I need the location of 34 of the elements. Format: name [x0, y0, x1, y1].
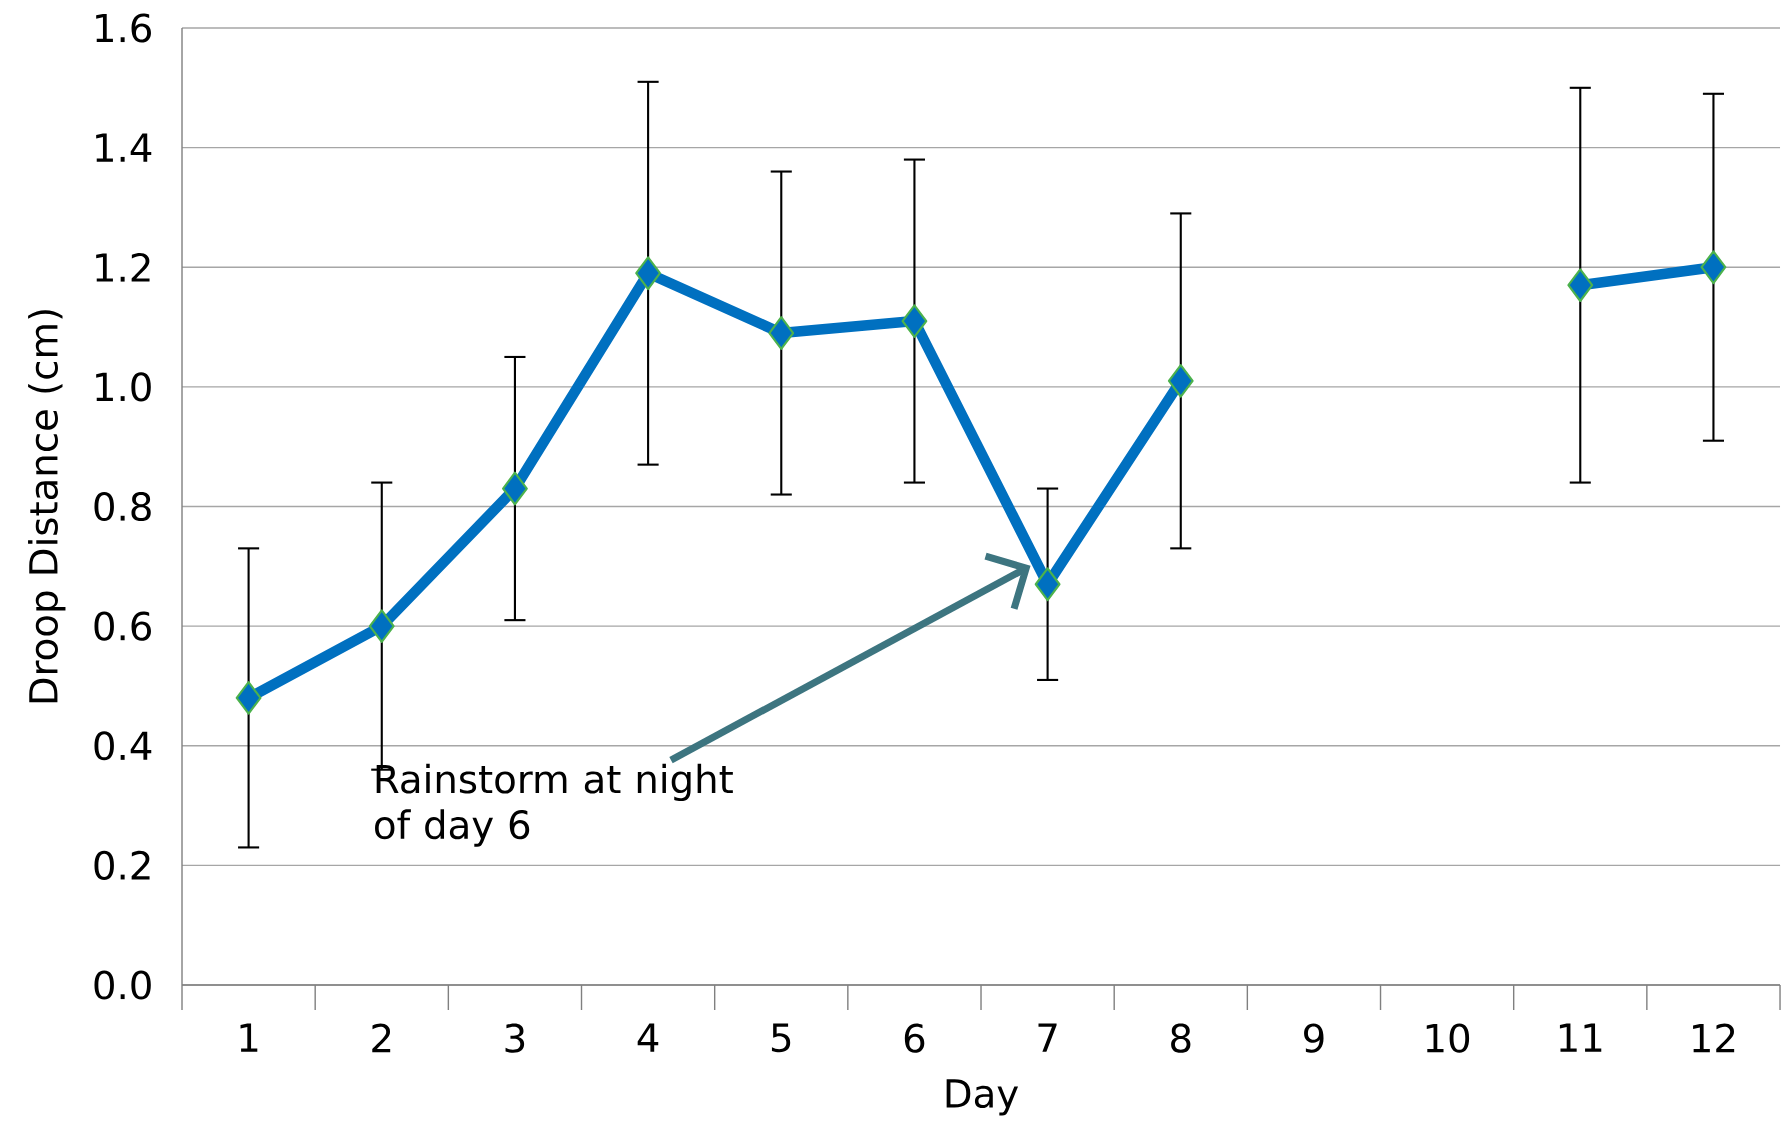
x-tick-label: 11 [1559, 1023, 1602, 1052]
point [1567, 268, 1594, 303]
point [368, 609, 395, 643]
y-tick-label: 0.2 [94, 850, 150, 880]
point [635, 256, 662, 291]
x-tick-label: 2 [372, 1023, 391, 1053]
point [901, 304, 928, 338]
annotation: Rainstorm at night of day 6 [375, 763, 733, 847]
x-axis-title: Day [946, 1079, 1019, 1116]
x-tick-label: 3 [505, 1023, 525, 1053]
y-tick-label: 1.6 [96, 13, 151, 43]
x-tick-label: 12 [1693, 1023, 1735, 1053]
x-tick-label: 10 [1426, 1023, 1470, 1053]
x-tick-label: 7 [1038, 1023, 1057, 1052]
x-tick-label: 1 [240, 1023, 258, 1052]
point [502, 471, 528, 506]
point [235, 681, 262, 715]
point [1700, 250, 1727, 285]
x-tick-label: 9 [1304, 1023, 1324, 1053]
y-axis-title: Droop Distance (cm) [28, 310, 66, 703]
y-tick-label: 1.0 [96, 372, 151, 402]
x-tick-label: 6 [904, 1023, 925, 1053]
point [768, 316, 795, 350]
y-tick-label: 1.4 [96, 133, 152, 162]
y-tick-label: 0.4 [94, 731, 152, 761]
x-tick-label: 5 [771, 1023, 791, 1053]
point [1034, 567, 1061, 602]
x-tick-label: 8 [1171, 1023, 1191, 1053]
x-tick-label: 4 [637, 1023, 659, 1052]
point [1167, 364, 1194, 398]
y-tick-label: 1.2 [96, 252, 150, 282]
y-tick-label: 0.0 [94, 970, 151, 1000]
y-tick-label: 0.8 [94, 491, 151, 522]
y-tick-label: 0.6 [94, 611, 151, 641]
